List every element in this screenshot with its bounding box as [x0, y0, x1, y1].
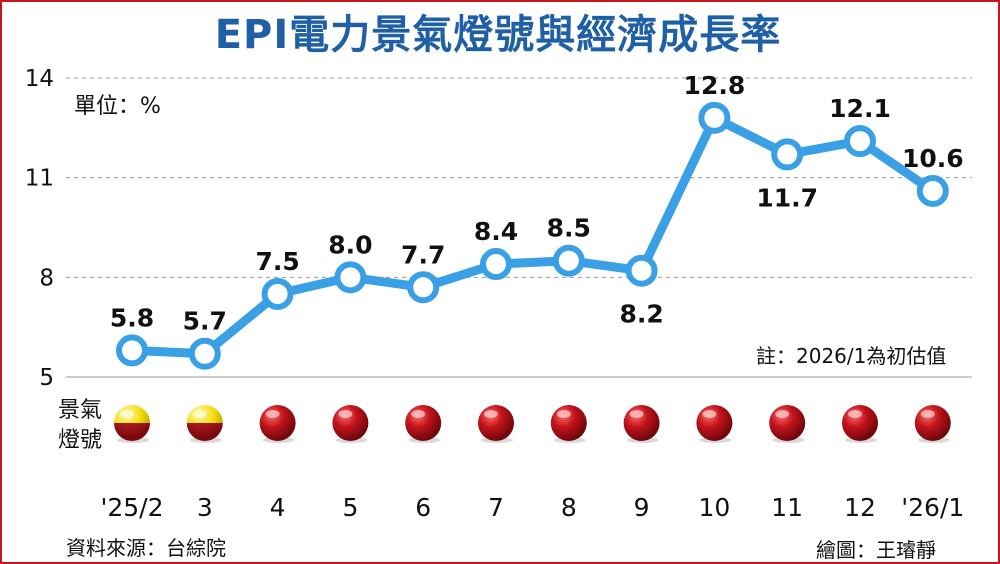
data-label: 12.1: [829, 94, 891, 123]
data-point: [188, 337, 221, 370]
data-point: [552, 244, 585, 277]
data-point: [261, 277, 294, 310]
x-tick-label: 4: [270, 493, 286, 522]
signal-red-icon: [259, 405, 296, 443]
signal-row-label: 景氣燈號: [58, 398, 103, 453]
chart-title: EPI電力景氣燈號與經濟成長率: [214, 12, 782, 58]
signal-red-icon: [550, 405, 587, 443]
data-label: 11.7: [756, 183, 818, 212]
data-label: 7.7: [401, 240, 445, 269]
unit-label: 單位：%: [74, 94, 161, 119]
y-tick-labels: 5 8 11 14: [25, 66, 54, 391]
data-label: 5.7: [183, 307, 227, 336]
data-point: [334, 261, 367, 294]
signal-lights: [114, 405, 951, 443]
credit-text: 繪圖：王璿靜: [816, 538, 936, 562]
data-points: [116, 101, 949, 370]
series-line-path: [127, 113, 938, 359]
signal-yellow-red-icon: [186, 405, 223, 443]
data-label: 8.5: [547, 214, 591, 243]
signal-red-icon: [405, 405, 442, 443]
x-tick-label: 6: [415, 493, 431, 522]
y-tick-label: 8: [39, 265, 54, 291]
x-tick-label: 5: [342, 493, 358, 522]
source-text: 資料來源：台綜院: [66, 536, 226, 560]
y-tick-label: 11: [25, 166, 54, 192]
signal-red-icon: [769, 405, 806, 443]
signal-yellow-red-icon: [114, 405, 150, 443]
x-tick-label: 7: [488, 493, 504, 522]
data-point: [771, 138, 804, 171]
x-tick-label: 9: [634, 493, 650, 522]
series-line: [127, 113, 938, 359]
x-tick-labels: '25/2 3 4 5 6 7 8 9 10 11 12 '26/1: [100, 493, 964, 522]
x-tick-label: 8: [561, 493, 577, 522]
x-tick-label: '25/2: [100, 493, 163, 522]
data-label: 10.6: [902, 144, 964, 173]
data-point: [625, 254, 658, 287]
signal-red-icon: [478, 405, 514, 443]
data-label: 8.2: [619, 300, 663, 329]
grid-lines: [66, 77, 972, 378]
x-tick-label: 3: [197, 493, 213, 522]
x-tick-label: 10: [698, 493, 730, 522]
data-label: 8.0: [328, 230, 372, 259]
x-tick-label: 12: [844, 493, 876, 522]
x-tick-label: 11: [771, 493, 803, 522]
data-label: 5.8: [110, 303, 154, 332]
x-tick-label: '26/1: [901, 493, 964, 522]
signal-red-icon: [842, 405, 878, 443]
data-labels: 5.8 5.7 7.5 8.0 7.7 8.4 8.5 8.2 12.8 11.7 12.1 10.6: [110, 71, 964, 336]
data-label: 12.8: [684, 71, 746, 100]
y-tick-label: 14: [25, 66, 54, 92]
signal-red-icon: [623, 405, 660, 443]
chart-note: 註：2026/1為初估值: [756, 344, 947, 368]
data-point: [916, 174, 949, 207]
signal-red-icon: [914, 405, 951, 443]
y-tick-label: 5: [39, 365, 54, 391]
data-point: [407, 271, 440, 304]
data-point: [698, 101, 731, 134]
data-label: 7.5: [255, 247, 299, 276]
data-point: [480, 248, 512, 281]
data-label: 8.4: [474, 217, 518, 246]
data-point: [116, 334, 148, 367]
signal-red-icon: [332, 405, 369, 443]
signal-red-icon: [696, 405, 733, 443]
data-point: [844, 125, 876, 158]
